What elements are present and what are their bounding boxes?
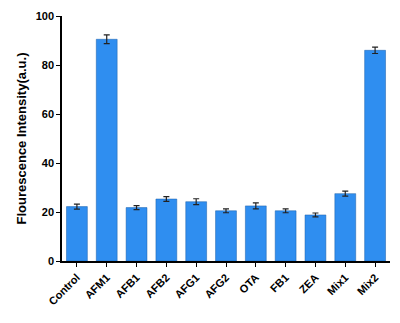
svg-text:0: 0	[48, 255, 54, 267]
svg-text:40: 40	[42, 157, 54, 169]
svg-text:Mix1: Mix1	[325, 271, 351, 297]
svg-text:100: 100	[36, 10, 54, 22]
svg-text:Control: Control	[46, 271, 82, 307]
svg-text:AFG2: AFG2	[202, 271, 231, 300]
svg-text:Flourescence Intensity(a.u.): Flourescence Intensity(a.u.)	[14, 53, 29, 225]
svg-text:Mix2: Mix2	[355, 271, 381, 297]
svg-text:20: 20	[42, 206, 54, 218]
svg-text:OTA: OTA	[237, 271, 261, 295]
svg-text:AFB1: AFB1	[113, 271, 142, 300]
svg-text:AFG1: AFG1	[172, 271, 201, 300]
svg-text:80: 80	[42, 59, 54, 71]
svg-text:FB1: FB1	[268, 271, 291, 294]
svg-text:ZEA: ZEA	[297, 271, 321, 295]
svg-text:AFB2: AFB2	[143, 271, 172, 300]
svg-text:AFM1: AFM1	[82, 271, 112, 301]
svg-text:60: 60	[42, 108, 54, 120]
